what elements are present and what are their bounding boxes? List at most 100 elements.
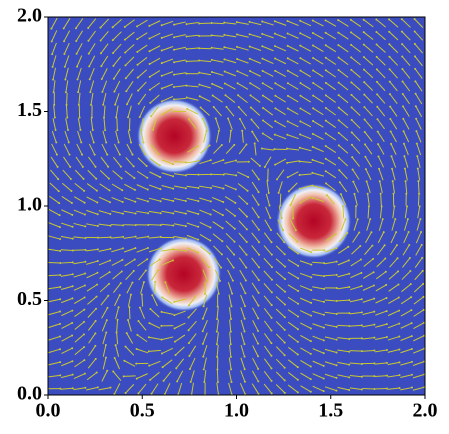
field-arrow-head [130,141,133,144]
field-arrow-head [258,241,261,244]
field-arrow-head [348,325,351,328]
field-arrow [337,386,350,391]
field-arrow-head [83,189,86,192]
field-arrow [349,324,362,327]
field-arrow [186,97,199,101]
field-arrow-head [405,192,408,195]
field-arrow-head [202,305,205,308]
field-arrow-head [173,48,176,51]
field-arrow [324,261,337,265]
field-arrow [250,107,261,116]
field-arrow [238,220,248,230]
field-arrow [61,310,73,317]
field-arrow-head [69,177,72,180]
field-arrow-head [309,365,312,368]
field-arrow [124,44,135,53]
field-arrow [48,335,61,341]
field-arrow [251,119,260,129]
field-arrow-head [283,328,286,331]
field-arrow-head [187,118,190,121]
field-arrow-head [422,321,425,324]
field-arrow-head [411,386,414,389]
field-arrow [64,55,70,67]
field-arrow [63,156,71,168]
field-arrow [377,118,385,130]
field-arrow-head [402,142,405,145]
field-arrow [77,80,82,93]
field-arrow-head [392,192,395,195]
field-arrow-head [312,82,315,85]
field-arrow [98,223,111,227]
field-arrow-head [297,315,300,318]
field-arrow-head [107,294,110,297]
field-arrow [74,334,85,343]
field-arrow-head [270,278,273,281]
field-arrow-head [299,19,302,22]
field-arrow-head [53,116,56,119]
field-arrow-head [83,284,86,287]
field-arrow [390,231,397,244]
field-arrow-head [299,57,302,60]
field-arrow [199,159,211,165]
field-arrow-head [113,90,116,93]
field-arrow [262,107,274,116]
field-arrow [274,70,287,77]
field-arrow [77,118,81,131]
field-arrow-head [84,272,87,275]
field-arrow-head [201,330,204,333]
field-arrow [102,92,107,105]
field-arrow [149,32,161,39]
field-arrow-head [198,34,201,37]
field-arrow [86,183,98,192]
field-arrow [186,185,199,189]
field-arrow-head [388,80,391,83]
field-arrow-head [160,338,163,341]
field-arrow-head [311,184,314,187]
field-arrow [364,144,373,155]
field-arrow-head [348,389,351,392]
field-arrow-head [62,27,65,30]
field-arrow-head [223,58,226,61]
field-arrow [375,271,387,280]
field-arrow [48,248,61,252]
field-arrow-head [229,318,232,321]
field-arrow-head [127,116,130,119]
field-arrow [173,236,186,239]
field-arrow-head [267,192,270,195]
field-arrow-head [286,20,289,23]
field-arrow [404,168,408,181]
field-arrow-head [385,297,388,300]
field-arrow [376,19,386,28]
field-arrow [387,387,400,390]
field-arrow [116,332,119,345]
field-arrow [414,43,423,54]
field-arrow-head [233,240,236,243]
field-arrow-head [270,241,273,244]
field-arrow-head [283,366,286,369]
field-arrow [251,282,260,294]
field-arrow [101,143,108,155]
field-arrow-head [297,290,300,293]
field-arrow [414,56,423,67]
field-arrow-head [210,34,213,37]
field-arrow-head [230,305,233,308]
field-arrow [325,82,336,91]
field-arrow-head [402,117,405,120]
field-arrow-head [416,155,419,158]
field-arrow-head [114,103,117,106]
field-arrow-head [270,379,273,382]
field-arrow-head [103,116,106,119]
plot-area [48,17,425,395]
field-arrow [299,260,312,266]
field-arrow-head [122,235,125,238]
field-arrow [102,130,107,143]
field-arrow [125,56,135,66]
field-arrow [61,209,73,216]
field-arrow [261,147,274,151]
field-arrow-head [274,69,277,72]
field-arrow [48,222,61,228]
field-arrow-head [364,143,367,146]
field-arrow [99,183,110,191]
field-arrow-head [184,187,187,190]
field-arrow-head [292,217,295,220]
